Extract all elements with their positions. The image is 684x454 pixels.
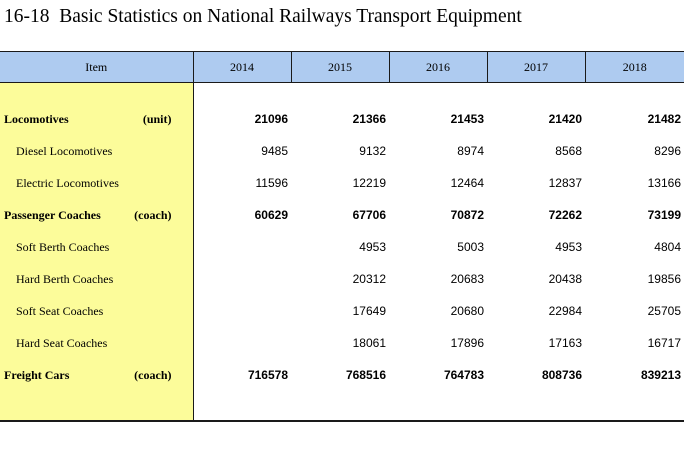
- value-cell: 808736: [541, 368, 582, 382]
- row-label-cell: Freight Cars (coach): [0, 359, 194, 391]
- row-label-cell: Diesel Locomotives: [0, 135, 194, 167]
- row-label: Hard Berth Coaches: [16, 272, 114, 286]
- row-label: Locomotives: [4, 112, 69, 126]
- value-cell: [193, 295, 291, 327]
- spacer-row: [0, 82, 684, 103]
- row-label: Electric Locomotives: [16, 176, 119, 190]
- value-cell: 17649: [352, 304, 386, 318]
- table-row: Hard Berth Coaches 20312 20683 20438 19856: [0, 263, 684, 295]
- page-title: 16-18 Basic Statistics on National Railw…: [4, 6, 522, 27]
- value-cell: 716578: [247, 368, 288, 382]
- value-cell: 13166: [647, 176, 681, 190]
- header-year: 2016: [388, 51, 488, 83]
- value-cell: 12837: [548, 176, 582, 190]
- header-row: Item 2014 2015 2016 2017 2018: [0, 51, 684, 83]
- value-cell: 20680: [450, 304, 484, 318]
- value-cell: 12464: [450, 176, 484, 190]
- value-cell: 5003: [457, 240, 484, 254]
- table-row: Hard Seat Coaches 18061 17896 17163 16717: [0, 327, 684, 359]
- bottom-rule: [0, 420, 684, 422]
- value-cell: 12219: [352, 176, 386, 190]
- row-label-cell: Electric Locomotives: [0, 167, 194, 199]
- row-label-cell: Hard Berth Coaches: [0, 263, 194, 295]
- spacer-row: [0, 391, 684, 422]
- row-label-cell: Passenger Coaches (coach): [0, 199, 194, 231]
- table-row: Passenger Coaches (coach) 60629 67706 70872 7…: [0, 199, 684, 231]
- value-cell: 764783: [443, 368, 484, 382]
- row-label: Freight Cars: [4, 368, 70, 382]
- value-cell: 8974: [457, 144, 484, 158]
- value-cell: 16717: [647, 336, 681, 350]
- value-cell: 9132: [359, 144, 386, 158]
- header-year: 2015: [290, 51, 390, 83]
- value-cell: 73199: [647, 208, 681, 222]
- value-cell: 20438: [548, 272, 582, 286]
- value-cell: 4953: [555, 240, 582, 254]
- statistics-table: Item 2014 2015 2016 2017 2018 Locomotive…: [0, 51, 684, 422]
- value-cell: 21482: [647, 112, 681, 126]
- value-cell: 4804: [654, 240, 681, 254]
- value-cell: 21453: [450, 112, 484, 126]
- value-cell: 72262: [548, 208, 582, 222]
- row-label-cell: Hard Seat Coaches: [0, 327, 194, 359]
- table-row: Locomotives (unit) 21096 21366 21453 21420 214…: [0, 103, 684, 135]
- row-label-cell: Locomotives (unit): [0, 103, 194, 135]
- table-row: Soft Seat Coaches 17649 20680 22984 25705: [0, 295, 684, 327]
- table-row: Electric Locomotives 11596 12219 12464 12837…: [0, 167, 684, 199]
- table-row: Diesel Locomotives 9485 9132 8974 8568 8296: [0, 135, 684, 167]
- value-cell: 21096: [254, 112, 288, 126]
- value-cell: 8296: [654, 144, 681, 158]
- row-label: Hard Seat Coaches: [16, 336, 108, 350]
- value-cell: 839213: [640, 368, 681, 382]
- row-unit: (unit): [142, 112, 172, 126]
- value-cell: 9485: [261, 144, 288, 158]
- row-label: Passenger Coaches: [4, 208, 101, 222]
- row-unit: (coach): [134, 208, 172, 222]
- row-label: Soft Seat Coaches: [16, 304, 104, 318]
- row-label-cell: Soft Berth Coaches: [0, 231, 194, 263]
- value-cell: 11596: [255, 176, 288, 190]
- value-cell: 21366: [352, 112, 386, 126]
- value-cell: 22984: [548, 304, 582, 318]
- value-cell: 20683: [450, 272, 484, 286]
- row-unit: (coach): [134, 368, 172, 382]
- statistics-table-container: Item 2014 2015 2016 2017 2018 Locomotive…: [0, 51, 684, 422]
- header-year: 2014: [192, 51, 292, 83]
- value-cell: 21420: [548, 112, 582, 126]
- table-row: Freight Cars (coach) 716578 768516 764783 808…: [0, 359, 684, 391]
- value-cell: [193, 263, 291, 295]
- value-cell: 18061: [352, 336, 386, 350]
- value-cell: [193, 327, 291, 359]
- value-cell: 20312: [352, 272, 386, 286]
- header-year: 2018: [584, 51, 684, 83]
- header-item: Item: [0, 51, 194, 83]
- row-label: Diesel Locomotives: [16, 144, 113, 158]
- value-cell: 8568: [555, 144, 582, 158]
- value-cell: 67706: [352, 208, 386, 222]
- row-label-cell: Soft Seat Coaches: [0, 295, 194, 327]
- value-cell: [193, 231, 291, 263]
- label-cell: [0, 391, 194, 422]
- value-cell: 17163: [548, 336, 582, 350]
- value-cell: 70872: [450, 208, 484, 222]
- label-cell: [0, 82, 194, 103]
- value-cell: 60629: [254, 208, 288, 222]
- header-year: 2017: [486, 51, 586, 83]
- table-row: Soft Berth Coaches 4953 5003 4953 4804: [0, 231, 684, 263]
- value-cell: 17896: [450, 336, 484, 350]
- row-label: Soft Berth Coaches: [16, 240, 110, 254]
- value-cell: 768516: [345, 368, 386, 382]
- value-cell: 4953: [359, 240, 386, 254]
- value-cell: 25705: [647, 304, 681, 318]
- value-cell: 19856: [647, 272, 681, 286]
